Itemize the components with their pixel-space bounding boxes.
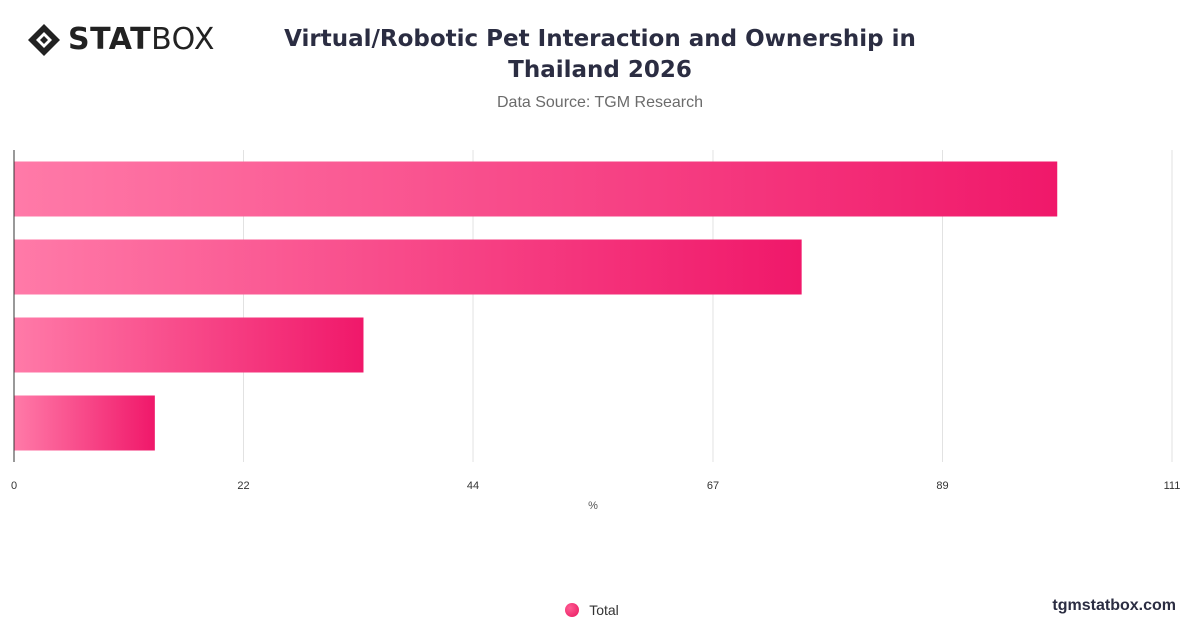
bar-total-2[interactable] [14,239,802,295]
bar-total-3[interactable] [14,317,364,373]
bars [14,161,1058,451]
legend-swatch-icon [565,603,580,617]
x-tick-label: 0 [11,480,17,492]
bar-chart: 0 22 44 67 89 111 % [11,150,1180,512]
logo-light-text: BOX [151,22,215,57]
x-axis-title: % [588,500,598,512]
legend-label: Total [589,602,619,618]
chart-title: Virtual/Robotic Pet Interaction and Owne… [284,26,916,83]
x-tick-label: 22 [237,480,249,492]
logo-bold-text: STAT [68,22,152,57]
statbox-diamond-icon [28,24,60,56]
x-tick-label: 44 [467,480,479,492]
x-tick-label: 89 [936,480,948,492]
x-tick-label: 111 [1164,480,1181,492]
logo-wordmark: STATBOX [68,22,215,58]
website-link[interactable]: tgmstatbox.com [1052,597,1176,614]
x-tick-labels: 0 22 44 67 89 111 [11,480,1180,492]
bar-total-1[interactable] [14,161,1058,217]
bar-total-4[interactable] [14,395,155,451]
chart-subtitle: Data Source: TGM Research [496,94,703,111]
chart-header: Virtual/Robotic Pet Interaction and Owne… [250,24,950,112]
legend-item-total[interactable]: Total [565,602,619,618]
x-tick-label: 67 [707,480,719,492]
statbox-logo: STATBOX [26,22,215,58]
chart-legend: Total [0,602,1200,618]
